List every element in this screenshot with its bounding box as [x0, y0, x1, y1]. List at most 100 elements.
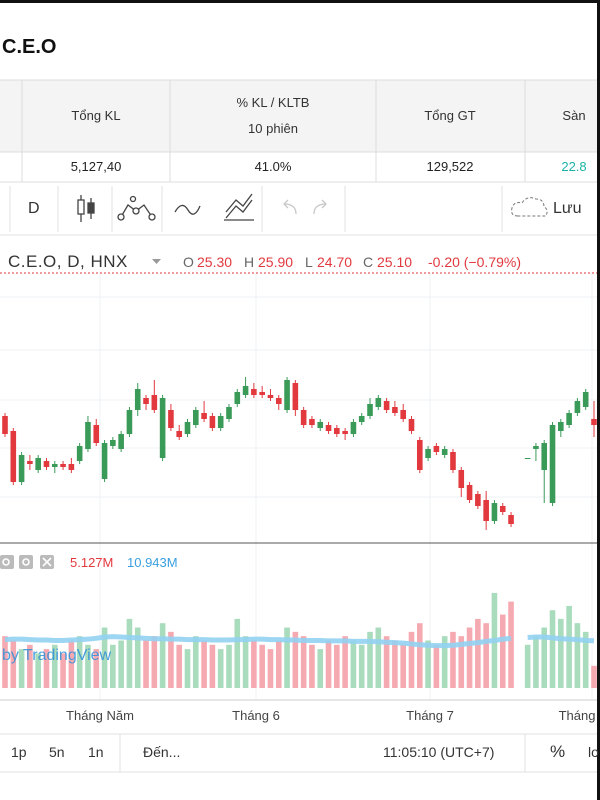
legend-value: 25.10: [377, 254, 413, 270]
candle-body: [101, 443, 108, 479]
volume-bar: [466, 627, 473, 688]
candle-body: [375, 398, 382, 407]
volume-bar: [416, 623, 423, 688]
symbol-label[interactable]: C.E.O, D, HNX: [8, 252, 128, 271]
volume-bar: [275, 640, 282, 688]
candle-body: [549, 425, 556, 503]
legend-value: 25.90: [258, 254, 294, 270]
candle-body: [408, 419, 415, 431]
candle-body: [126, 410, 133, 434]
range-button[interactable]: 5n: [49, 744, 65, 760]
frame-right: [597, 0, 600, 800]
volume-bar: [101, 627, 108, 688]
candle-body: [18, 455, 25, 482]
volume-bar: [159, 623, 166, 688]
candle-body: [10, 431, 17, 482]
volume-bar: [549, 610, 556, 688]
volume-ma-line: [4, 634, 512, 649]
volume-bar: [508, 601, 514, 688]
volume-bar: [201, 640, 207, 688]
volume-bar: [226, 644, 232, 688]
candle-body: [566, 413, 572, 425]
volume-bar: [574, 623, 581, 688]
volume-bar: [176, 644, 183, 688]
volume-bar: [259, 644, 265, 688]
goto-button[interactable]: Đến...: [143, 744, 181, 760]
table-header: Tổng KL: [71, 108, 121, 123]
volume-bar: [425, 640, 431, 688]
candle-body: [342, 431, 348, 434]
candle-body: [475, 494, 481, 506]
volume-bar: [358, 644, 365, 688]
save-button[interactable]: Lưu: [553, 200, 582, 217]
candle-body: [275, 398, 282, 404]
dropdown-caret: [152, 259, 161, 264]
range-button[interactable]: 1p: [11, 744, 27, 760]
candle-body: [184, 422, 191, 434]
legend-value: 24.70: [317, 254, 353, 270]
volume-bar: [309, 644, 315, 688]
candle-body: [541, 443, 548, 470]
time-label: Tháng 6: [232, 708, 280, 723]
volume-bar: [209, 644, 216, 688]
interval-button[interactable]: D: [28, 200, 40, 217]
log-button[interactable]: lo: [588, 744, 599, 760]
volume-bar: [533, 636, 539, 688]
volume-bar: [43, 649, 50, 688]
watermark: by TradingView: [2, 647, 112, 664]
volume-bar: [251, 640, 257, 688]
volume-bar: [10, 640, 17, 688]
chart-marks: [2, 377, 597, 688]
cloud-icon: [511, 197, 548, 217]
volume-bar: [126, 618, 133, 688]
volume-button-glyphs: [2, 557, 52, 567]
candle-body: [176, 431, 183, 437]
candle-body: [499, 506, 506, 512]
volume-bar: [566, 605, 572, 688]
legend-label: C: [363, 254, 374, 270]
candle-body: [51, 464, 58, 467]
candle-body: [574, 401, 581, 413]
time-label: Tháng 7: [406, 708, 454, 723]
candle-body: [392, 407, 398, 413]
volume-bar: [300, 636, 307, 688]
time-label: Tháng Năm: [66, 708, 134, 723]
volume-bar: [350, 640, 357, 688]
volume-bar: [93, 649, 100, 688]
candle-body: [458, 470, 465, 488]
volume-bar: [483, 623, 489, 688]
candle-body: [416, 440, 423, 470]
legend-label: H: [244, 254, 255, 270]
candle-body: [582, 392, 589, 407]
candle-body: [292, 383, 299, 410]
candle-body: [591, 419, 597, 425]
volume-bar: [242, 636, 249, 688]
volume-bar: [334, 644, 340, 688]
volume-bar: [76, 636, 83, 688]
candle-body: [217, 416, 224, 428]
candle-body: [267, 395, 274, 398]
candle-body: [358, 416, 365, 422]
candle-body: [43, 461, 50, 467]
volume-bar: [35, 653, 41, 688]
table-cell: 41.0%: [254, 159, 292, 174]
range-button[interactable]: 1n: [88, 744, 104, 760]
volume-bar: [383, 636, 390, 688]
table-cell: 22.8: [561, 159, 587, 174]
candle-body: [483, 500, 489, 521]
legend-label: O: [183, 254, 194, 270]
candle-body: [300, 410, 307, 425]
candle-body: [143, 398, 149, 404]
candle-body: [251, 389, 257, 395]
volume-ma-value: 10.943M: [127, 555, 178, 570]
volume-bar: [475, 618, 481, 688]
clock: 11:05:10 (UTC+7): [383, 744, 495, 760]
table-header: % KL / KLTB: [236, 95, 310, 110]
volume-bar: [450, 631, 456, 688]
candle-body: [93, 425, 100, 443]
percent-button[interactable]: %: [550, 742, 566, 761]
candle-body: [193, 410, 199, 425]
legend-value: 25.30: [197, 254, 233, 270]
legend-change: -0.20 (−0.79%): [428, 254, 521, 270]
